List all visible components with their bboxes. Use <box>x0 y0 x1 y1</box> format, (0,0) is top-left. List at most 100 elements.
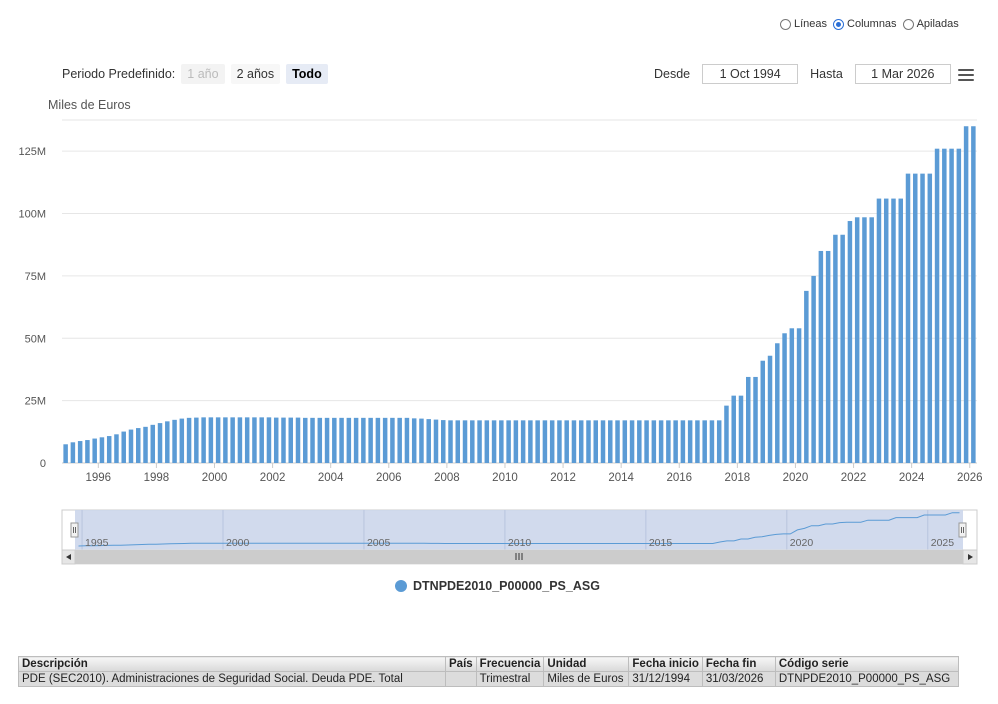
bar[interactable] <box>128 429 134 463</box>
bar[interactable] <box>847 221 853 463</box>
navigator-handle-right[interactable] <box>958 522 967 538</box>
bar[interactable] <box>586 420 591 463</box>
bar[interactable] <box>448 420 453 463</box>
bar[interactable] <box>194 417 199 463</box>
bar[interactable] <box>934 148 940 463</box>
radio-button-icon[interactable] <box>902 18 914 30</box>
bar[interactable] <box>724 405 729 463</box>
bar[interactable] <box>324 417 330 463</box>
range-button-all[interactable]: Todo <box>286 64 328 84</box>
bar[interactable] <box>535 420 540 463</box>
bar[interactable] <box>622 420 628 463</box>
bar[interactable] <box>753 376 758 463</box>
bar[interactable] <box>782 333 787 463</box>
bar[interactable] <box>114 434 119 463</box>
bar[interactable] <box>165 421 170 463</box>
bar[interactable] <box>578 420 584 463</box>
bar[interactable] <box>462 420 468 463</box>
bar[interactable] <box>106 436 112 463</box>
bar[interactable] <box>760 360 766 463</box>
bar[interactable] <box>956 148 962 463</box>
bar[interactable] <box>259 417 264 463</box>
bar[interactable] <box>891 198 896 463</box>
bar[interactable] <box>825 250 831 463</box>
bar[interactable] <box>666 420 671 463</box>
bar[interactable] <box>644 420 649 463</box>
bar[interactable] <box>77 441 83 463</box>
bar[interactable] <box>179 418 185 463</box>
bar[interactable] <box>172 419 177 463</box>
bar[interactable] <box>390 417 395 463</box>
bar[interactable] <box>716 420 722 463</box>
bar[interactable] <box>237 417 243 463</box>
bar[interactable] <box>862 217 867 463</box>
bar[interactable] <box>767 355 773 463</box>
bar[interactable] <box>506 420 511 463</box>
bar[interactable] <box>942 148 947 463</box>
bar[interactable] <box>804 290 809 463</box>
bar[interactable] <box>150 424 156 463</box>
bar[interactable] <box>121 431 126 463</box>
bar[interactable] <box>695 420 700 463</box>
bar[interactable] <box>499 420 504 463</box>
bar[interactable] <box>404 417 410 463</box>
bar[interactable] <box>593 420 599 463</box>
bar[interactable] <box>746 376 751 463</box>
radio-button-icon[interactable] <box>780 18 791 30</box>
bar[interactable] <box>143 426 148 463</box>
hamburger-menu-icon[interactable] <box>958 69 974 84</box>
bar[interactable] <box>491 420 497 463</box>
bar[interactable] <box>637 420 642 463</box>
bar[interactable] <box>368 417 373 463</box>
bar[interactable] <box>317 417 323 463</box>
from-date-input[interactable]: 1 Oct 1994 <box>702 64 799 84</box>
bar[interactable] <box>85 440 90 463</box>
bar[interactable] <box>426 419 431 463</box>
bar[interactable] <box>397 417 402 463</box>
bar[interactable] <box>557 420 562 463</box>
bar[interactable] <box>709 420 715 463</box>
bar[interactable] <box>477 420 482 463</box>
bar[interactable] <box>273 417 279 463</box>
bar[interactable] <box>564 420 569 463</box>
bar[interactable] <box>869 217 874 463</box>
bar[interactable] <box>244 417 250 463</box>
bar[interactable] <box>811 275 816 463</box>
bar[interactable] <box>963 126 969 464</box>
bar[interactable] <box>854 217 860 463</box>
bar[interactable] <box>92 438 97 463</box>
bar[interactable] <box>775 343 780 463</box>
bar[interactable] <box>303 417 308 463</box>
bar[interactable] <box>433 419 439 463</box>
bar[interactable] <box>346 417 352 463</box>
radio-columnas[interactable]: Columnas <box>833 18 897 30</box>
bar[interactable] <box>281 417 286 463</box>
bar[interactable] <box>208 417 214 463</box>
bar[interactable] <box>201 417 206 463</box>
bar[interactable] <box>513 420 519 463</box>
bar[interactable] <box>70 442 76 463</box>
bar[interactable] <box>353 417 359 463</box>
bar[interactable] <box>63 444 68 463</box>
bar[interactable] <box>382 417 388 463</box>
bar[interactable] <box>520 420 526 463</box>
bar[interactable] <box>905 173 911 463</box>
bar[interactable] <box>833 234 838 463</box>
bar[interactable] <box>310 417 315 463</box>
bar[interactable] <box>731 395 736 463</box>
bar[interactable] <box>949 148 954 463</box>
bar[interactable] <box>913 173 918 463</box>
bar[interactable] <box>375 417 381 463</box>
bar[interactable] <box>600 420 606 463</box>
bar[interactable] <box>818 250 824 463</box>
scrollbar-grip-icon[interactable] <box>515 553 523 560</box>
bar[interactable] <box>230 417 235 463</box>
radio-lineas[interactable]: Líneas <box>780 18 827 30</box>
radio-button-checked-icon[interactable] <box>833 18 845 30</box>
bar[interactable] <box>680 420 686 463</box>
range-button-1-year[interactable]: 1 año <box>181 64 225 84</box>
navigator-handle-left[interactable] <box>70 522 79 538</box>
arrow-left-icon[interactable] <box>66 554 71 560</box>
bar[interactable] <box>971 126 976 464</box>
bar[interactable] <box>651 420 657 463</box>
